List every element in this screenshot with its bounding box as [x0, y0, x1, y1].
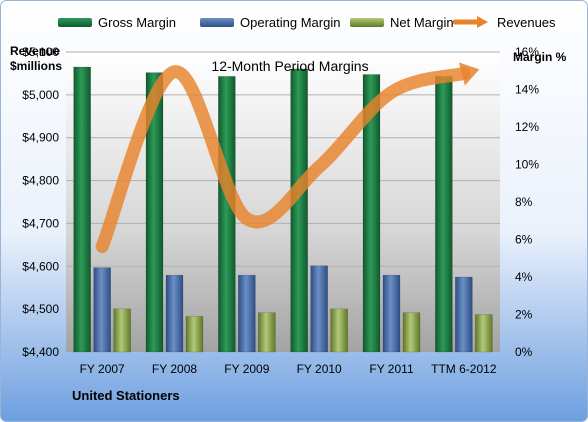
right-tick-label: 8% [515, 195, 533, 209]
left-tick-label: $4,500 [22, 302, 59, 316]
left-tick-label: $5,000 [22, 88, 59, 102]
right-tick-label: 4% [515, 270, 533, 284]
right-tick-label: 0% [515, 345, 533, 359]
legend-label-gross: Gross Margin [98, 14, 177, 30]
legend-swatch-gross [58, 17, 92, 27]
legend-item-net: Net Margin [350, 8, 454, 36]
x-tick-layer: FY 2007 FY 2008 FY 2009 FY 2010 FY 2011 TTM 6… [80, 362, 497, 376]
legend-item-operating: Operating Margin [200, 8, 340, 36]
bar-layer [73, 66, 493, 353]
legend-item-revenues: Revenues [453, 8, 556, 36]
bar-operating-margin-4 [382, 274, 401, 353]
bar-net-margin-2 [258, 312, 276, 353]
company-name: United Stationers [72, 388, 180, 403]
x-tick-label: TTM 6-2012 [431, 362, 497, 376]
chart-title: 12-Month Period Margins [211, 58, 369, 74]
bar-operating-margin-5 [455, 276, 473, 353]
left-tick-label: $4,600 [22, 259, 59, 273]
legend-label-revenues: Revenues [497, 14, 556, 30]
legend-label-net: Net Margin [390, 14, 454, 30]
right-tick-label: 16% [515, 45, 539, 59]
revenues-arrowhead [458, 62, 480, 86]
left-tick-label: $4,400 [22, 345, 59, 359]
legend-arrow-revenues-icon [453, 16, 488, 28]
bar-gross-margin-1 [145, 72, 164, 353]
x-tick-label: FY 2007 [80, 362, 125, 376]
legend-swatch-net [350, 17, 384, 27]
x-tick-label: FY 2009 [224, 362, 269, 376]
left-tick-label: $4,900 [22, 131, 59, 145]
bar-operating-margin-1 [165, 274, 184, 353]
bar-net-margin-4 [402, 312, 421, 353]
right-tick-label: 10% [515, 158, 539, 172]
bar-net-margin-5 [475, 314, 493, 353]
line-layer [95, 62, 480, 254]
left-tick-label: $5,100 [22, 45, 59, 59]
x-tick-label: FY 2008 [152, 362, 197, 376]
bar-gross-margin-3 [290, 68, 308, 353]
bar-gross-margin-2 [218, 76, 236, 353]
left-axis-title: Revenue $millions [10, 44, 63, 73]
bar-gross-margin-5 [435, 76, 453, 353]
legend: Gross Margin Operating Margin Net Margin… [0, 8, 588, 36]
bar-net-margin-0 [113, 308, 131, 353]
bar-net-margin-1 [185, 316, 204, 353]
bar-operating-margin-2 [238, 274, 256, 353]
left-tick-layer: $4,400 $4,500 $4,600 $4,700 $4,800 $4,900 $5,0… [22, 45, 59, 359]
bar-gross-margin-4 [362, 74, 381, 353]
bar-operating-margin-0 [93, 267, 111, 353]
right-tick-label: 6% [515, 233, 533, 247]
bar-operating-margin-3 [310, 265, 328, 353]
x-tick-label: FY 2011 [369, 362, 414, 376]
right-axis-title: Margin % [513, 50, 567, 64]
right-tick-label: 2% [515, 308, 533, 322]
x-tick-label: FY 2010 [297, 362, 342, 376]
bar-gross-margin-0 [73, 66, 91, 353]
legend-swatch-operating [200, 17, 234, 27]
right-tick-label: 12% [515, 120, 539, 134]
legend-item-gross: Gross Margin [58, 8, 176, 36]
right-tick-label: 14% [515, 83, 539, 97]
left-tick-label: $4,800 [22, 174, 59, 188]
legend-label-operating: Operating Margin [240, 14, 341, 30]
right-tick-layer: 0% 2% 4% 6% 8% 10% 12% 14% 16% [515, 45, 539, 359]
left-tick-label: $4,700 [22, 216, 59, 230]
bar-net-margin-3 [330, 308, 348, 353]
revenues-line [95, 65, 471, 254]
